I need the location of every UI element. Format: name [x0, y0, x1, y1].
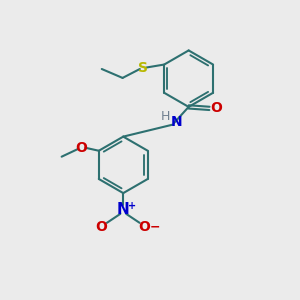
Text: H: H: [161, 110, 170, 123]
Text: S: S: [138, 61, 148, 74]
Text: O: O: [75, 141, 87, 155]
Text: −: −: [150, 221, 160, 234]
Text: N: N: [117, 202, 130, 217]
Text: O: O: [139, 220, 151, 234]
Text: O: O: [95, 220, 107, 234]
Text: N: N: [171, 116, 183, 129]
Text: O: O: [210, 101, 222, 116]
Text: +: +: [128, 201, 136, 211]
